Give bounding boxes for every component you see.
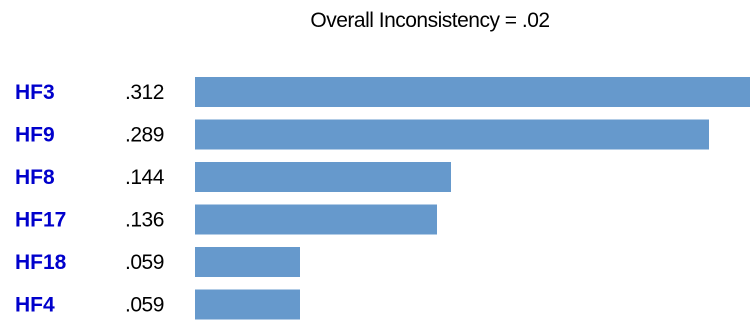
value-label: .136 [125,209,164,232]
bar [195,77,750,107]
bar [195,204,437,235]
value-label: .312 [125,81,164,104]
category-label: HF3 [15,81,55,104]
bar [195,247,300,277]
bar [195,119,709,150]
value-label: .059 [125,294,164,317]
category-label: HF8 [15,166,55,189]
value-label: .144 [125,166,165,189]
bar [195,289,300,320]
category-label: HF18 [15,251,67,274]
bar [195,162,451,192]
value-label: .289 [125,124,164,147]
value-label: .059 [125,251,164,274]
category-label: HF4 [15,294,55,317]
category-label: HF9 [15,124,55,147]
chart-title: Overall Inconsistency = .02 [310,9,550,32]
category-label: HF17 [15,209,66,232]
